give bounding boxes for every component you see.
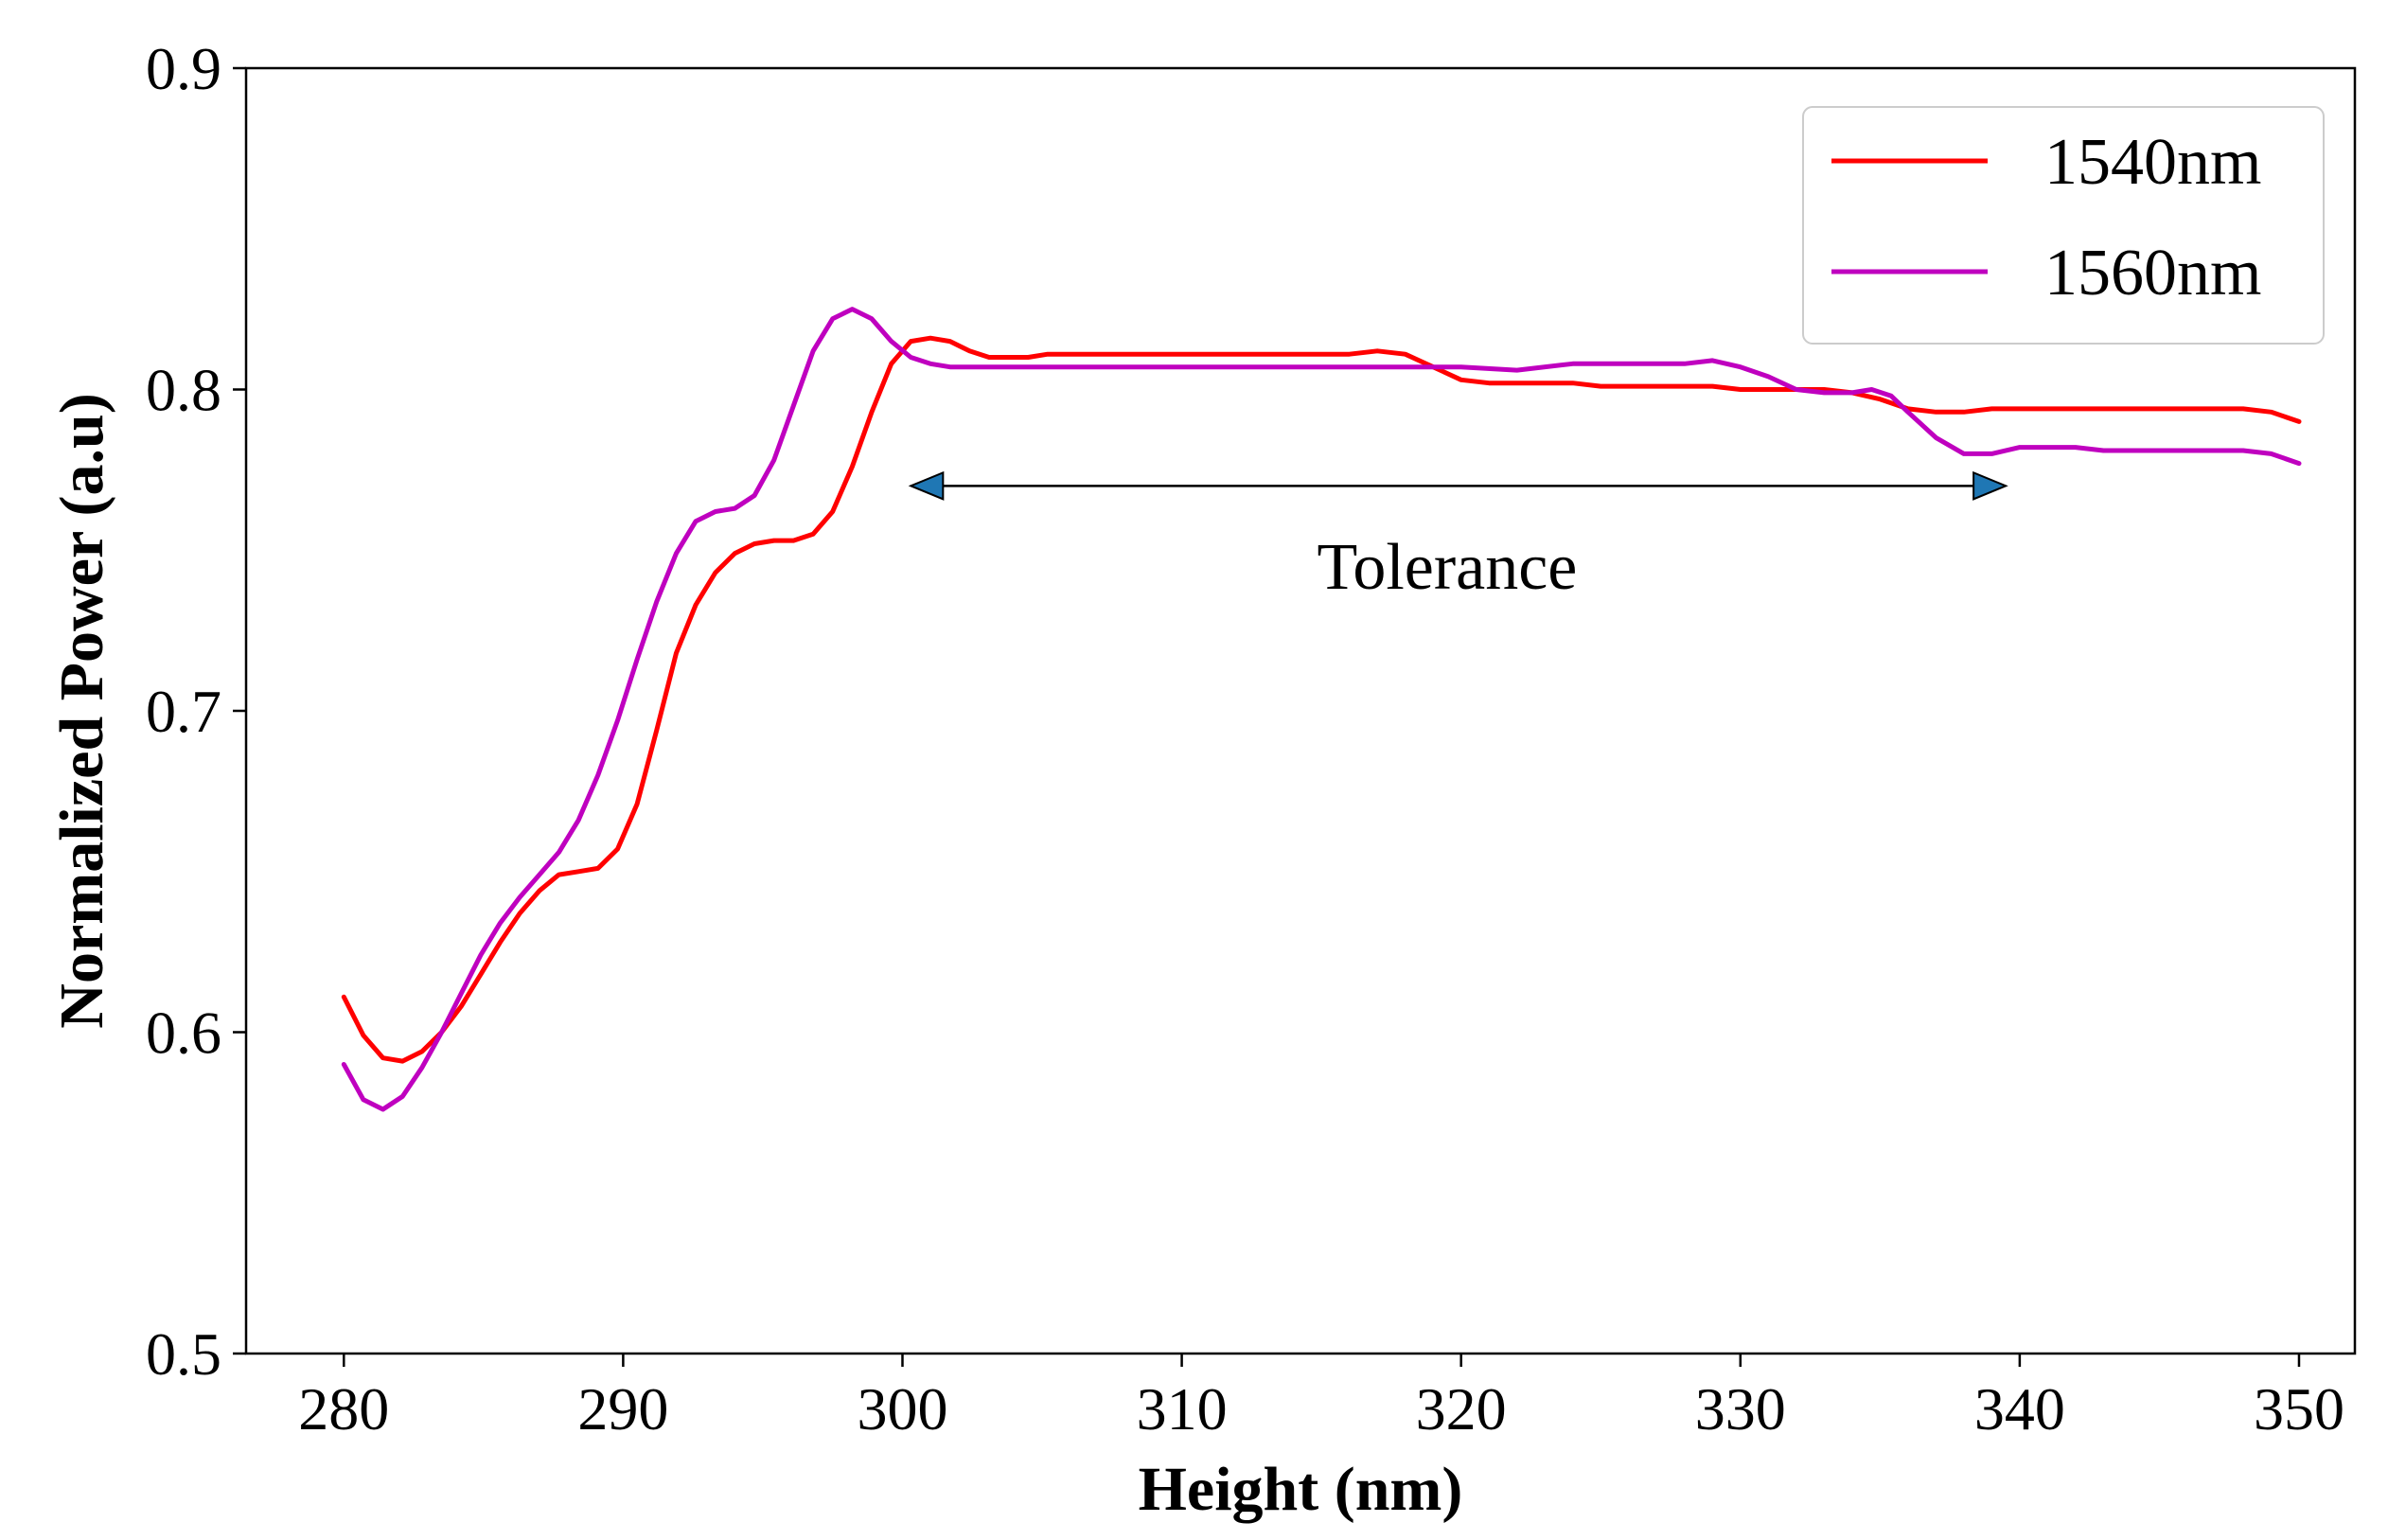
x-tick-label: 350	[2254, 1375, 2344, 1443]
x-tick-label: 290	[577, 1375, 668, 1443]
legend-label-1560nm: 1560nm	[2044, 237, 2261, 310]
x-axis-label: Height (nm)	[1139, 1455, 1463, 1524]
x-tick-label: 310	[1137, 1375, 1228, 1443]
y-tick-label: 0.9	[146, 35, 221, 102]
x-axis-ticks: 280 290 300 310 320 330 340 350	[298, 1354, 2344, 1443]
tolerance-label: Tolerance	[1317, 531, 1577, 604]
y-tick-label: 0.5	[146, 1320, 221, 1388]
y-tick-label: 0.7	[146, 678, 221, 745]
x-tick-label: 280	[298, 1375, 389, 1443]
x-tick-label: 340	[1974, 1375, 2065, 1443]
y-tick-label: 0.6	[146, 1000, 221, 1067]
tolerance-annotation: Tolerance	[908, 470, 2008, 604]
legend-box	[1802, 106, 2325, 345]
legend-label-1540nm: 1540nm	[2044, 126, 2261, 199]
series-lines	[341, 307, 2302, 1112]
y-axis-label: Normalized Power (a.u)	[47, 393, 116, 1028]
series-line-1560nm	[341, 307, 2302, 1112]
legend: 1540nm 1560nm	[1802, 106, 2325, 345]
tolerance-arrowhead-left	[908, 470, 945, 501]
y-axis-ticks: 0.5 0.6 0.7 0.8 0.9	[146, 35, 246, 1388]
x-tick-label: 320	[1416, 1375, 1507, 1443]
tolerance-arrowhead-right	[1972, 470, 2008, 501]
y-tick-label: 0.8	[146, 357, 221, 424]
x-tick-label: 300	[857, 1375, 947, 1443]
series-line-1540nm	[341, 335, 2302, 1064]
x-tick-label: 330	[1695, 1375, 1786, 1443]
